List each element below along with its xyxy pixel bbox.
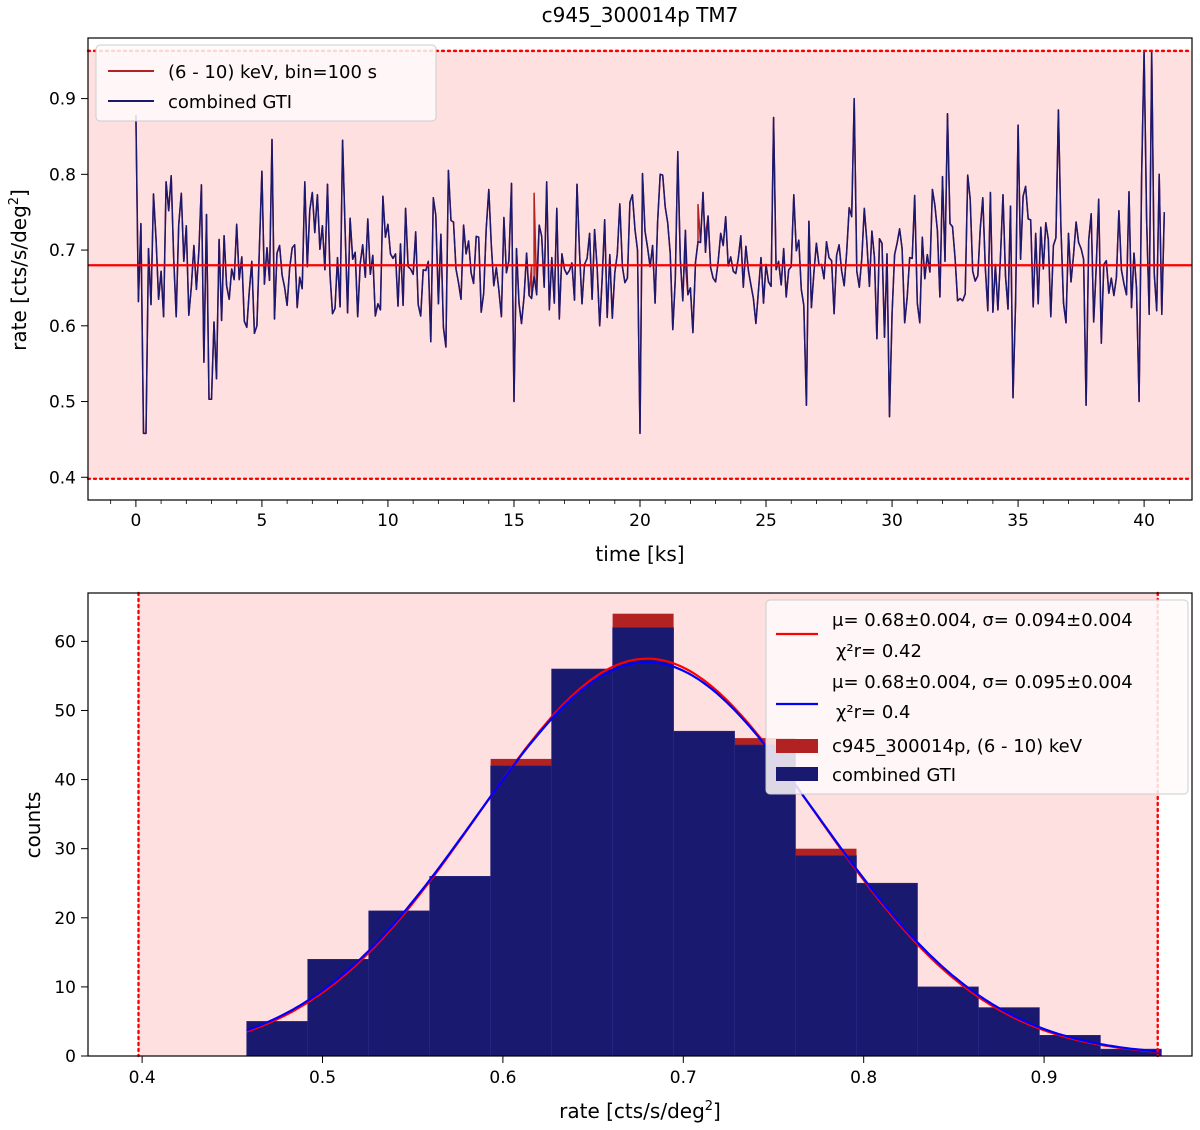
lightcurve-x-axis-label: time [ks]: [595, 542, 684, 566]
lightcurve-y-tick-label: 0.9: [49, 90, 76, 110]
legend-label-fit-red-params: μ= 0.68±0.004, σ= 0.094±0.004: [832, 610, 1133, 631]
histogram-bar-gti: [612, 627, 674, 1057]
lightcurve-x-tick-label: 30: [881, 511, 903, 531]
histogram-bar-gti: [490, 765, 552, 1057]
legend-label-histogram-gti: combined GTI: [832, 765, 956, 786]
lightcurve-legend: (6 - 10) keV, bin=100 s combined GTI: [95, 44, 437, 122]
legend-label-fit-blue-chi2: χ²r= 0.4: [836, 702, 910, 723]
lightcurve-x-tick-label: 20: [629, 511, 651, 531]
histogram-panel: 0.4 0.5 0.6 0.7 0.8 0.9 0 10 20 30 40 50 60 rate [ct…: [21, 591, 1193, 1123]
lightcurve-y-tick-label: 0.7: [49, 241, 76, 261]
histogram-x-tick-label: 0.4: [129, 1068, 156, 1088]
histogram-y-tick-label: 10: [54, 978, 76, 998]
lightcurve-x-tick-label: 10: [377, 511, 399, 531]
lightcurve-panel: c945_300014p TM7 0 5 10 15 20 25 30 35 40 0.4 0.5 0…: [7, 3, 1194, 566]
legend-label-lightcurve-band-series: (6 - 10) keV, bin=100 s: [168, 62, 377, 83]
legend-label-fit-blue-params: μ= 0.68±0.004, σ= 0.095±0.004: [832, 672, 1133, 693]
lightcurve-y-tick-label: 0.4: [49, 468, 76, 488]
histogram-bar-gti: [368, 910, 431, 1057]
lightcurve-y-tick-label: 0.5: [49, 393, 76, 413]
histogram-y-tick-label: 30: [54, 840, 76, 860]
histogram-legend: μ= 0.68±0.004, σ= 0.094±0.004 χ²r= 0.42 …: [765, 599, 1189, 795]
lightcurve-y-tick-label: 0.8: [49, 165, 76, 185]
legend-label-histogram-band: c945_300014p, (6 - 10) keV: [832, 736, 1083, 757]
lightcurve-x-tick-label: 15: [503, 511, 525, 531]
histogram-bar-gti: [978, 1007, 1040, 1057]
histogram-bar-gti: [673, 730, 735, 1057]
histogram-fit-blue-curve: [246, 660, 1162, 1053]
histogram-bar-gti: [734, 744, 796, 1057]
histogram-y-axis-label: counts: [21, 792, 45, 859]
histogram-bar-gti: [307, 958, 370, 1057]
histogram-y-tick-label: 0: [65, 1047, 76, 1067]
lightcurve-x-tick-label: 35: [1007, 511, 1029, 531]
lightcurve-x-tick-label: 5: [257, 511, 268, 531]
legend-swatch-histogram-gti: [776, 767, 818, 781]
lightcurve-x-tick-label: 25: [755, 511, 777, 531]
lightcurve-title: c945_300014p TM7: [542, 3, 739, 27]
lightcurve-y-tick-label: 0.6: [49, 317, 76, 337]
histogram-bar-gti: [795, 855, 857, 1057]
legend-label-fit-red-chi2: χ²r= 0.42: [836, 641, 922, 662]
histogram-bar-gti: [429, 875, 492, 1057]
histogram-x-tick-label: 0.8: [850, 1068, 877, 1088]
histogram-x-axis-label: rate [cts/s/deg2]: [559, 1099, 721, 1123]
lightcurve-y-axis-label: rate [cts/s/deg2]: [7, 189, 31, 351]
histogram-x-tick-label: 0.5: [309, 1068, 336, 1088]
histogram-y-tick-label: 60: [54, 632, 76, 652]
histogram-y-tick-label: 50: [54, 701, 76, 721]
histogram-bar-gti: [551, 668, 613, 1057]
legend-swatch-histogram-band: [776, 739, 818, 753]
histogram-x-tick-label: 0.7: [670, 1068, 697, 1088]
histogram-y-tick-label: 40: [54, 771, 76, 791]
histogram-fit-red-curve: [246, 657, 1162, 1054]
lightcurve-x-tick-label: 40: [1133, 511, 1155, 531]
histogram-y-tick-label: 20: [54, 909, 76, 929]
lightcurve-series-gti: [135, 50, 1166, 435]
legend-label-lightcurve-gti-series: combined GTI: [168, 92, 292, 113]
histogram-x-tick-label: 0.6: [489, 1068, 516, 1088]
lightcurve-x-tick-label: 0: [130, 511, 141, 531]
histogram-bar-gti: [917, 986, 979, 1057]
histogram-axes-frame: [87, 592, 1193, 1057]
histogram-x-tick-label: 0.9: [1031, 1068, 1058, 1088]
